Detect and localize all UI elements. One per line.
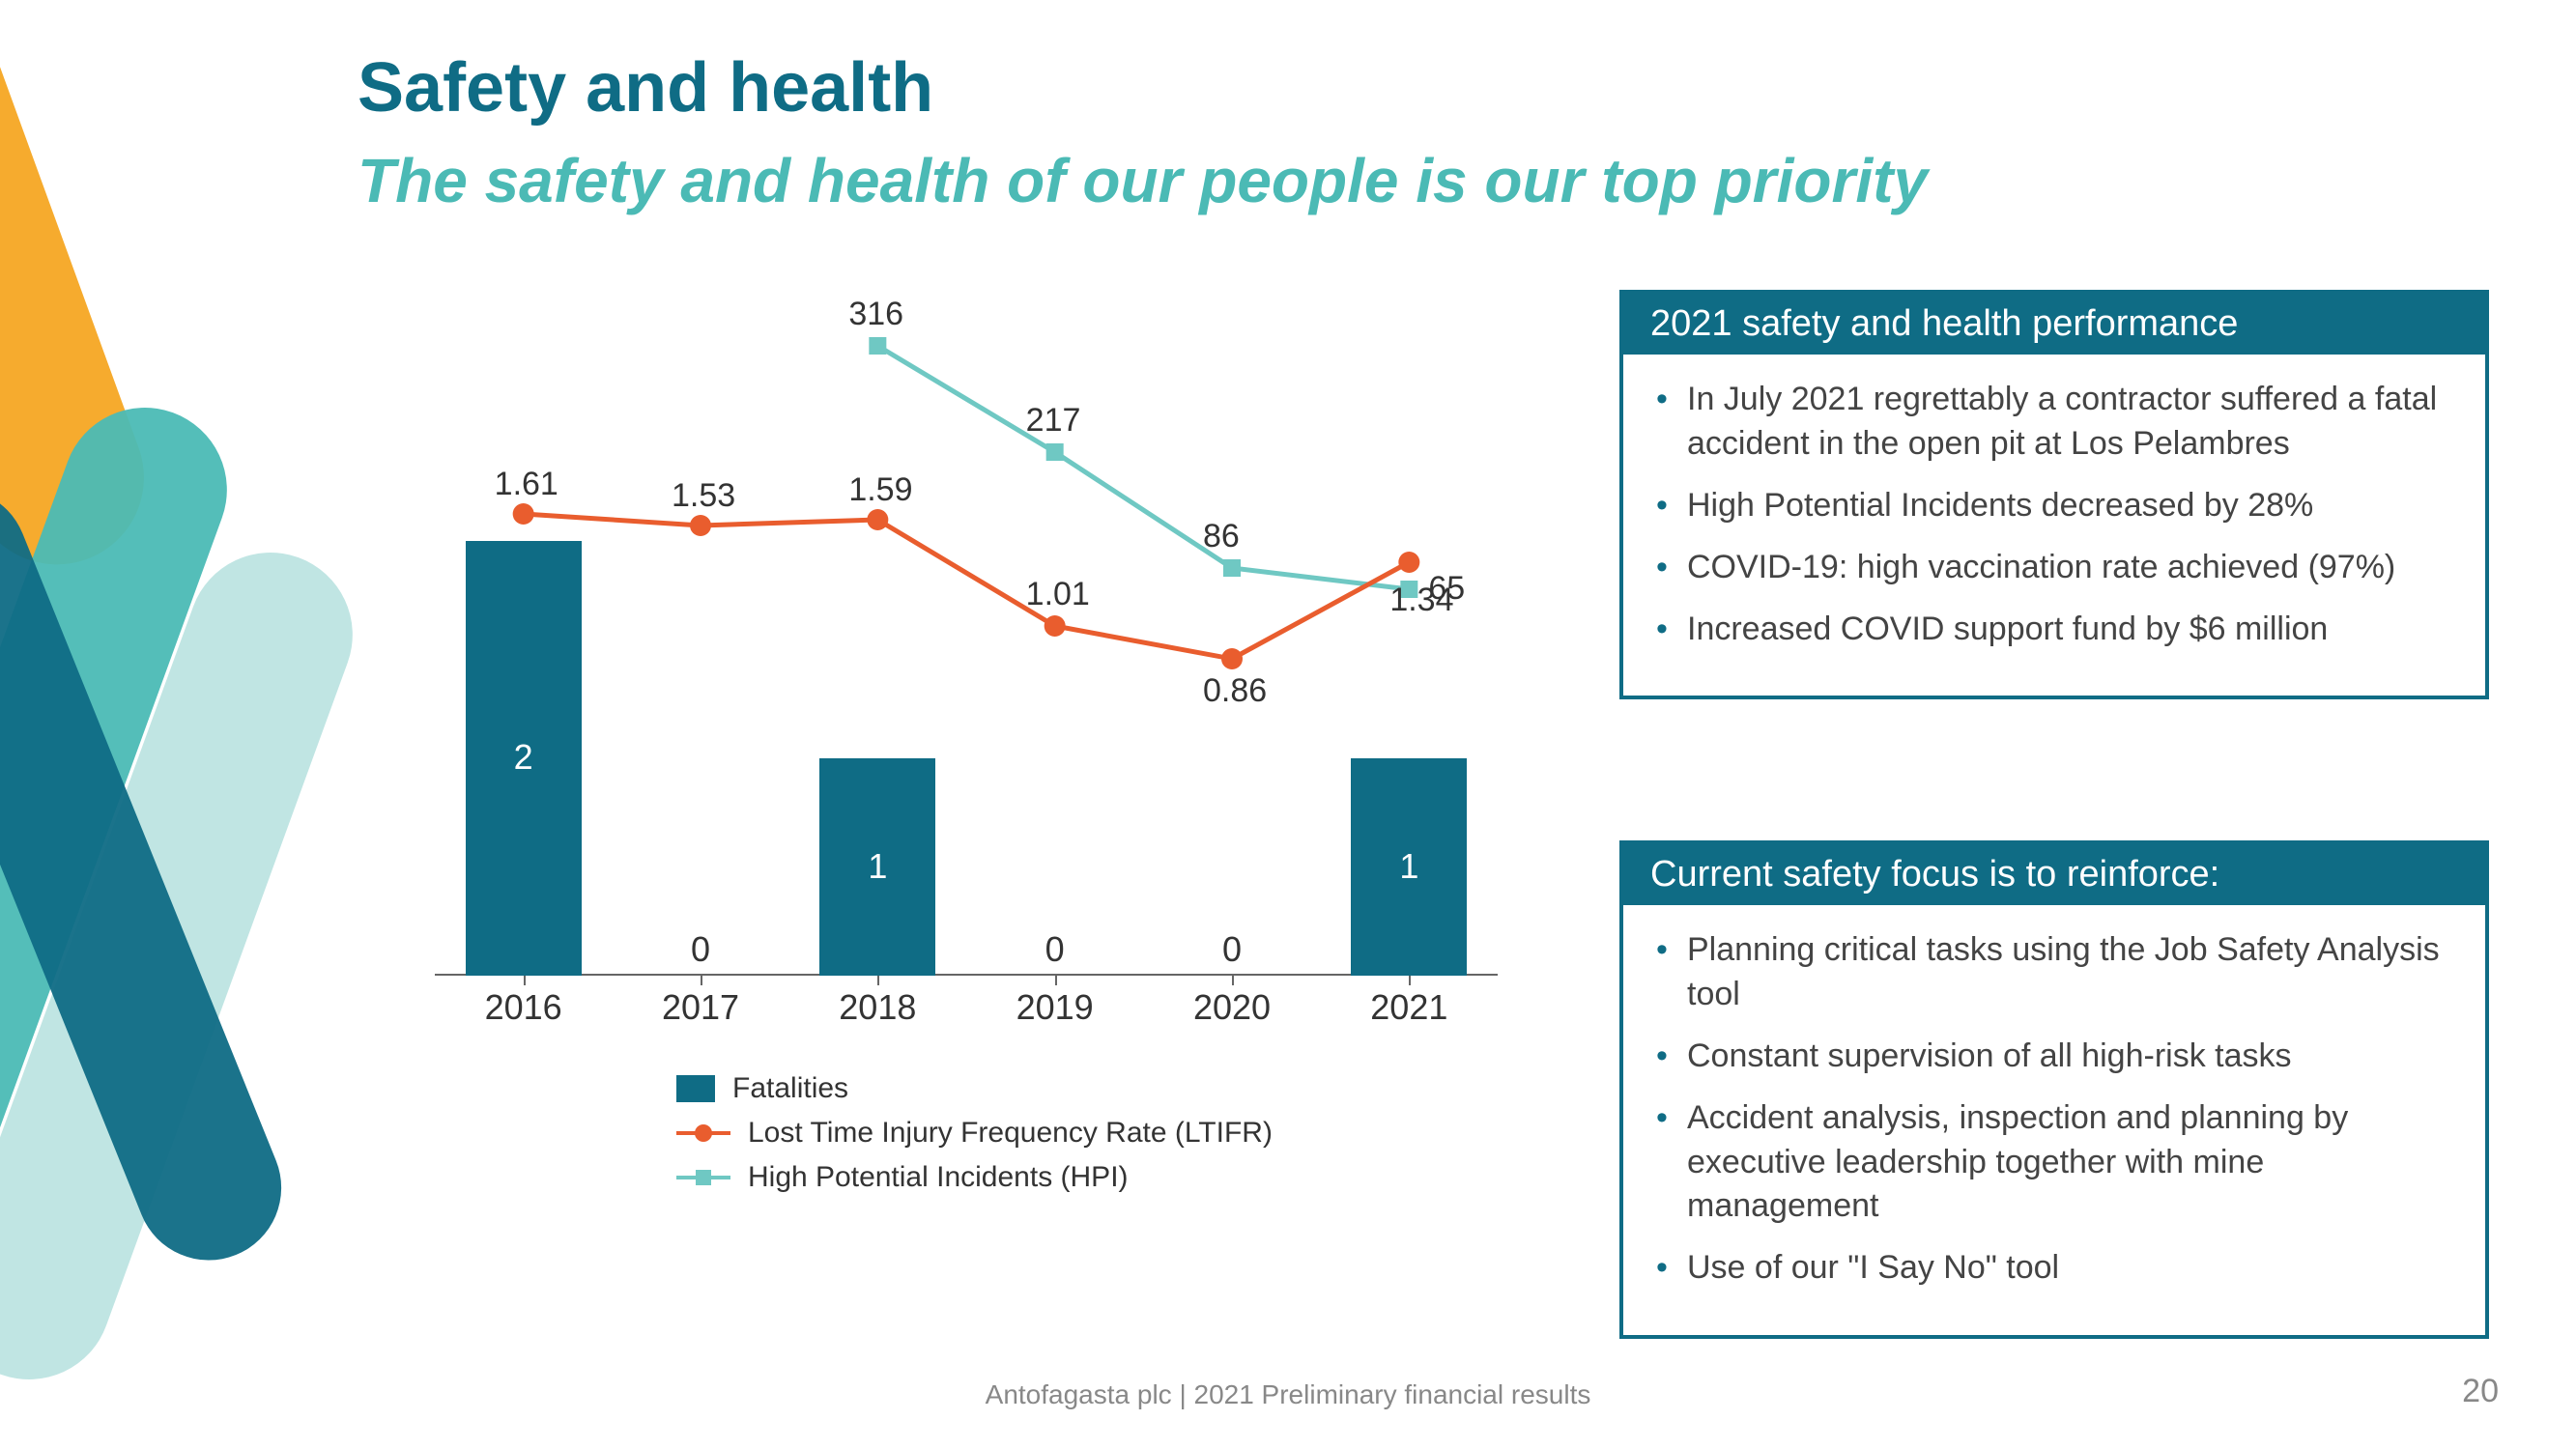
- series-value-label: 1.34: [1389, 582, 1453, 619]
- x-axis-label: 2018: [819, 987, 935, 1028]
- legend-item: Lost Time Injury Frequency Rate (LTIFR): [676, 1117, 1273, 1150]
- legend-item: High Potential Incidents (HPI): [676, 1161, 1273, 1194]
- legend-label: Lost Time Injury Frequency Rate (LTIFR): [748, 1117, 1273, 1150]
- x-axis-label: 2021: [1351, 987, 1467, 1028]
- page-title: Safety and health: [358, 48, 933, 128]
- series-value-label: 1.61: [495, 466, 558, 503]
- slide: Safety and health The safety and health …: [0, 0, 2576, 1449]
- x-axis-label: 2017: [643, 987, 758, 1028]
- series-value-label: 1.59: [848, 471, 912, 509]
- legend-label: Fatalities: [732, 1072, 848, 1105]
- series-value-label: 1.01: [1026, 576, 1090, 613]
- legend-swatch: [676, 1075, 715, 1102]
- info-box-header: Current safety focus is to reinforce:: [1623, 844, 2485, 905]
- info-box-focus: Current safety focus is to reinforce: Pl…: [1619, 840, 2489, 1339]
- x-axis-label: 2019: [997, 987, 1113, 1028]
- legend-swatch: [676, 1176, 730, 1179]
- info-box-performance: 2021 safety and health performance In Ju…: [1619, 290, 2489, 699]
- footer-text: Antofagasta plc | 2021 Preliminary finan…: [986, 1379, 1591, 1410]
- page-number: 20: [2462, 1373, 2499, 1410]
- info-box-list: Planning critical tasks using the Job Sa…: [1652, 928, 2456, 1291]
- info-bullet: Increased COVID support fund by $6 milli…: [1652, 608, 2456, 652]
- line-series: [435, 280, 1498, 976]
- chart-legend: Fatalities Lost Time Injury Frequency Rat…: [676, 1072, 1273, 1206]
- info-bullet: Planning critical tasks using the Job Sa…: [1652, 928, 2456, 1017]
- series-value-label: 0.86: [1203, 672, 1267, 710]
- chart-plot-area: 2201602017120180201902020120213162178665…: [435, 280, 1498, 976]
- info-bullet: Accident analysis, inspection and planni…: [1652, 1096, 2456, 1230]
- info-bullet: High Potential Incidents decreased by 28…: [1652, 484, 2456, 528]
- legend-swatch: [676, 1131, 730, 1135]
- info-bullet: Use of our "I Say No" tool: [1652, 1246, 2456, 1291]
- info-box-list: In July 2021 regrettably a contractor su…: [1652, 378, 2456, 651]
- legend-item: Fatalities: [676, 1072, 1273, 1105]
- info-bullet: In July 2021 regrettably a contractor su…: [1652, 378, 2456, 467]
- page-subtitle: The safety and health of our people is o…: [358, 145, 1928, 216]
- legend-label: High Potential Incidents (HPI): [748, 1161, 1129, 1194]
- info-bullet: COVID-19: high vaccination rate achieved…: [1652, 546, 2456, 590]
- series-value-label: 1.53: [672, 477, 735, 515]
- x-axis-label: 2020: [1174, 987, 1290, 1028]
- info-bullet: Constant supervision of all high-risk ta…: [1652, 1035, 2456, 1079]
- x-axis-label: 2016: [466, 987, 582, 1028]
- info-box-header: 2021 safety and health performance: [1623, 294, 2485, 355]
